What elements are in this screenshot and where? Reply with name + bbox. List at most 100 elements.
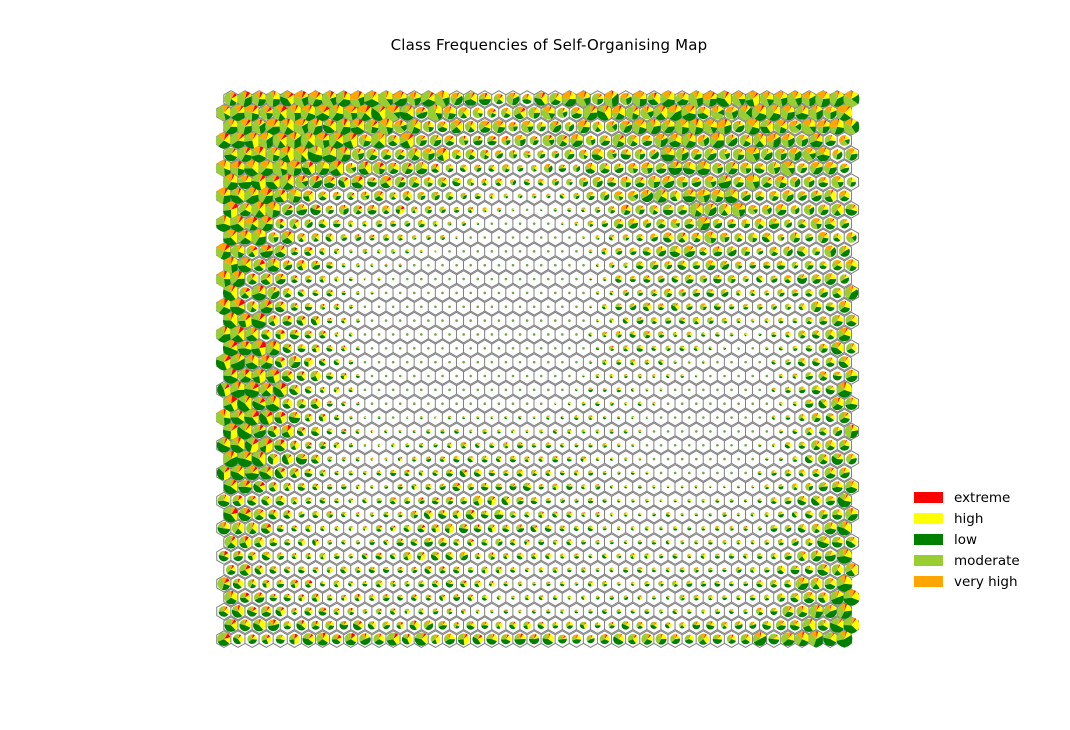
pie-slice [527, 94, 533, 102]
pie-slice [329, 120, 335, 127]
pie-slice [244, 140, 255, 149]
som-node [336, 145, 352, 164]
som-node [752, 187, 768, 205]
pie-slice [717, 133, 726, 141]
som-node [300, 159, 317, 178]
pie-slice [364, 107, 373, 119]
som-node [625, 159, 641, 178]
pie-slice [406, 105, 411, 113]
pie-slice [400, 120, 407, 127]
som-node [794, 131, 810, 150]
pie-slice [738, 107, 752, 121]
pie-slice [223, 106, 229, 113]
som-node [589, 311, 606, 330]
som-node [357, 187, 373, 205]
pie-slice [851, 119, 857, 127]
pie-slice [630, 140, 638, 147]
pie-slice [350, 112, 359, 121]
pie-slice [802, 105, 805, 113]
som-node [300, 270, 317, 288]
pie-slice [266, 112, 274, 120]
som-node [836, 214, 853, 233]
pie-slice [748, 126, 761, 135]
pie-slice [259, 132, 268, 141]
pie-slice [513, 93, 519, 99]
pie-slice [460, 112, 468, 119]
pie-slice [766, 133, 775, 143]
som-node [357, 297, 373, 316]
pie-slice [518, 222, 522, 225]
pie-slice [757, 133, 763, 141]
pie-slice [329, 92, 338, 99]
som-node [674, 284, 690, 302]
som-node [512, 297, 528, 316]
pie-slice [484, 121, 490, 127]
pie-slice [364, 134, 368, 141]
pie-slice [284, 126, 294, 135]
pie-slice [816, 90, 827, 99]
pie-slice [477, 107, 483, 114]
pie-slice [802, 91, 810, 99]
pie-slice [548, 107, 555, 114]
som-node [737, 159, 754, 178]
som-node [237, 284, 253, 302]
pie-slice [386, 118, 390, 127]
pie-slice [350, 106, 357, 113]
pie-slice [642, 106, 648, 113]
som-node [561, 256, 578, 275]
som-node [307, 256, 324, 275]
pie-slice [284, 91, 292, 99]
pie-slice [455, 263, 458, 267]
pie-slice [682, 93, 689, 101]
pie-slice [851, 94, 860, 104]
som-node [448, 145, 465, 164]
pie-slice [514, 112, 524, 120]
pie-slice [534, 97, 546, 106]
pie-slice [773, 94, 783, 107]
som-node [385, 187, 401, 205]
pie-slice [742, 140, 751, 147]
pie-slice [400, 92, 408, 99]
pie-slice [795, 105, 803, 116]
som-node [441, 187, 458, 205]
pie-slice [746, 118, 757, 127]
pie-slice [767, 140, 774, 148]
pie-slice [555, 122, 561, 127]
som-node [822, 159, 838, 178]
pie-slice [322, 134, 331, 141]
som-node [512, 131, 528, 150]
som-node [667, 242, 683, 261]
pie-slice [470, 92, 474, 99]
pie-slice [851, 91, 859, 99]
pie-slice [562, 134, 566, 141]
pie-slice [656, 134, 664, 141]
pie-slice [724, 91, 730, 99]
pie-slice [449, 106, 457, 115]
pie-slice [435, 112, 444, 120]
pie-slice [437, 90, 443, 99]
pie-slice [477, 135, 482, 141]
pie-slice [463, 135, 466, 141]
som-node [399, 103, 415, 122]
som-node [787, 256, 803, 275]
pie-slice [568, 291, 571, 295]
pie-slice [428, 93, 437, 102]
pie-slice [809, 126, 817, 133]
som-node [759, 200, 775, 219]
pie-slice [428, 126, 434, 133]
som-node [646, 228, 662, 247]
pie-slice [837, 119, 845, 129]
som-node [695, 270, 712, 288]
pie-slice [725, 110, 734, 120]
pie-slice [340, 126, 352, 135]
som-node [575, 145, 592, 164]
pie-slice [632, 108, 640, 116]
som-node [293, 173, 310, 191]
pie-slice [506, 94, 513, 106]
pie-slice [336, 135, 345, 145]
som-node [455, 103, 472, 122]
pie-slice [568, 263, 571, 267]
som-node [272, 214, 289, 233]
som-node [505, 173, 521, 191]
som-node [674, 200, 690, 219]
